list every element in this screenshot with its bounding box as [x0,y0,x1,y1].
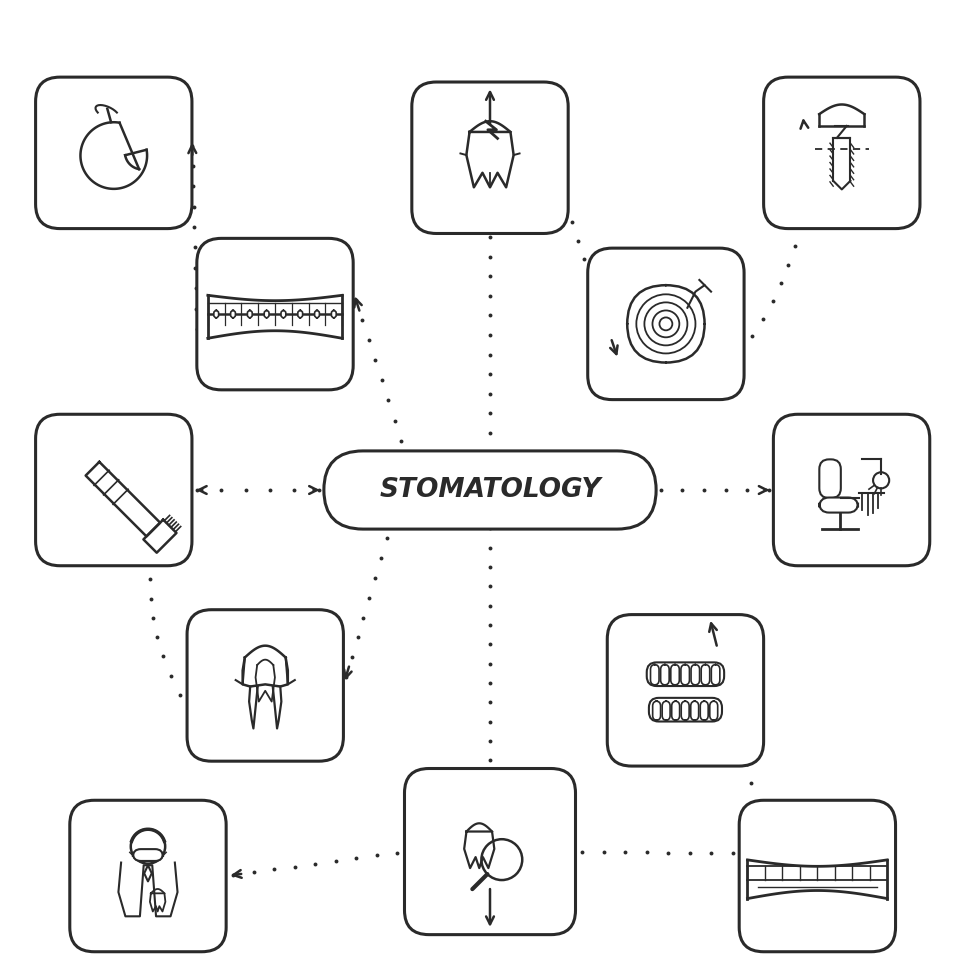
FancyBboxPatch shape [691,664,700,685]
FancyBboxPatch shape [315,311,319,318]
FancyBboxPatch shape [133,849,163,861]
FancyBboxPatch shape [247,311,252,318]
FancyBboxPatch shape [230,311,235,318]
FancyBboxPatch shape [608,614,763,766]
FancyBboxPatch shape [281,311,286,318]
FancyBboxPatch shape [405,768,575,935]
FancyBboxPatch shape [35,77,192,228]
FancyBboxPatch shape [331,311,336,318]
FancyBboxPatch shape [412,82,568,233]
FancyBboxPatch shape [214,311,219,318]
FancyBboxPatch shape [35,415,192,565]
FancyBboxPatch shape [691,701,699,720]
FancyBboxPatch shape [588,248,744,400]
FancyBboxPatch shape [649,698,722,721]
FancyBboxPatch shape [701,701,709,720]
FancyBboxPatch shape [661,664,669,685]
FancyBboxPatch shape [763,77,920,228]
FancyBboxPatch shape [681,701,689,720]
FancyBboxPatch shape [739,801,896,952]
FancyBboxPatch shape [662,701,670,720]
FancyBboxPatch shape [710,701,717,720]
FancyBboxPatch shape [70,801,226,952]
FancyBboxPatch shape [819,498,858,513]
FancyBboxPatch shape [671,701,679,720]
FancyBboxPatch shape [819,460,841,498]
Text: STOMATOLOGY: STOMATOLOGY [379,477,601,503]
FancyBboxPatch shape [298,311,303,318]
FancyBboxPatch shape [197,238,353,390]
FancyBboxPatch shape [681,664,690,685]
FancyBboxPatch shape [323,451,657,529]
FancyBboxPatch shape [670,664,679,685]
FancyBboxPatch shape [701,664,710,685]
FancyBboxPatch shape [711,664,720,685]
FancyBboxPatch shape [265,311,270,318]
FancyBboxPatch shape [187,610,343,761]
FancyBboxPatch shape [773,415,930,565]
FancyBboxPatch shape [653,701,661,720]
FancyBboxPatch shape [627,285,705,363]
FancyBboxPatch shape [651,664,659,685]
FancyBboxPatch shape [647,662,724,686]
